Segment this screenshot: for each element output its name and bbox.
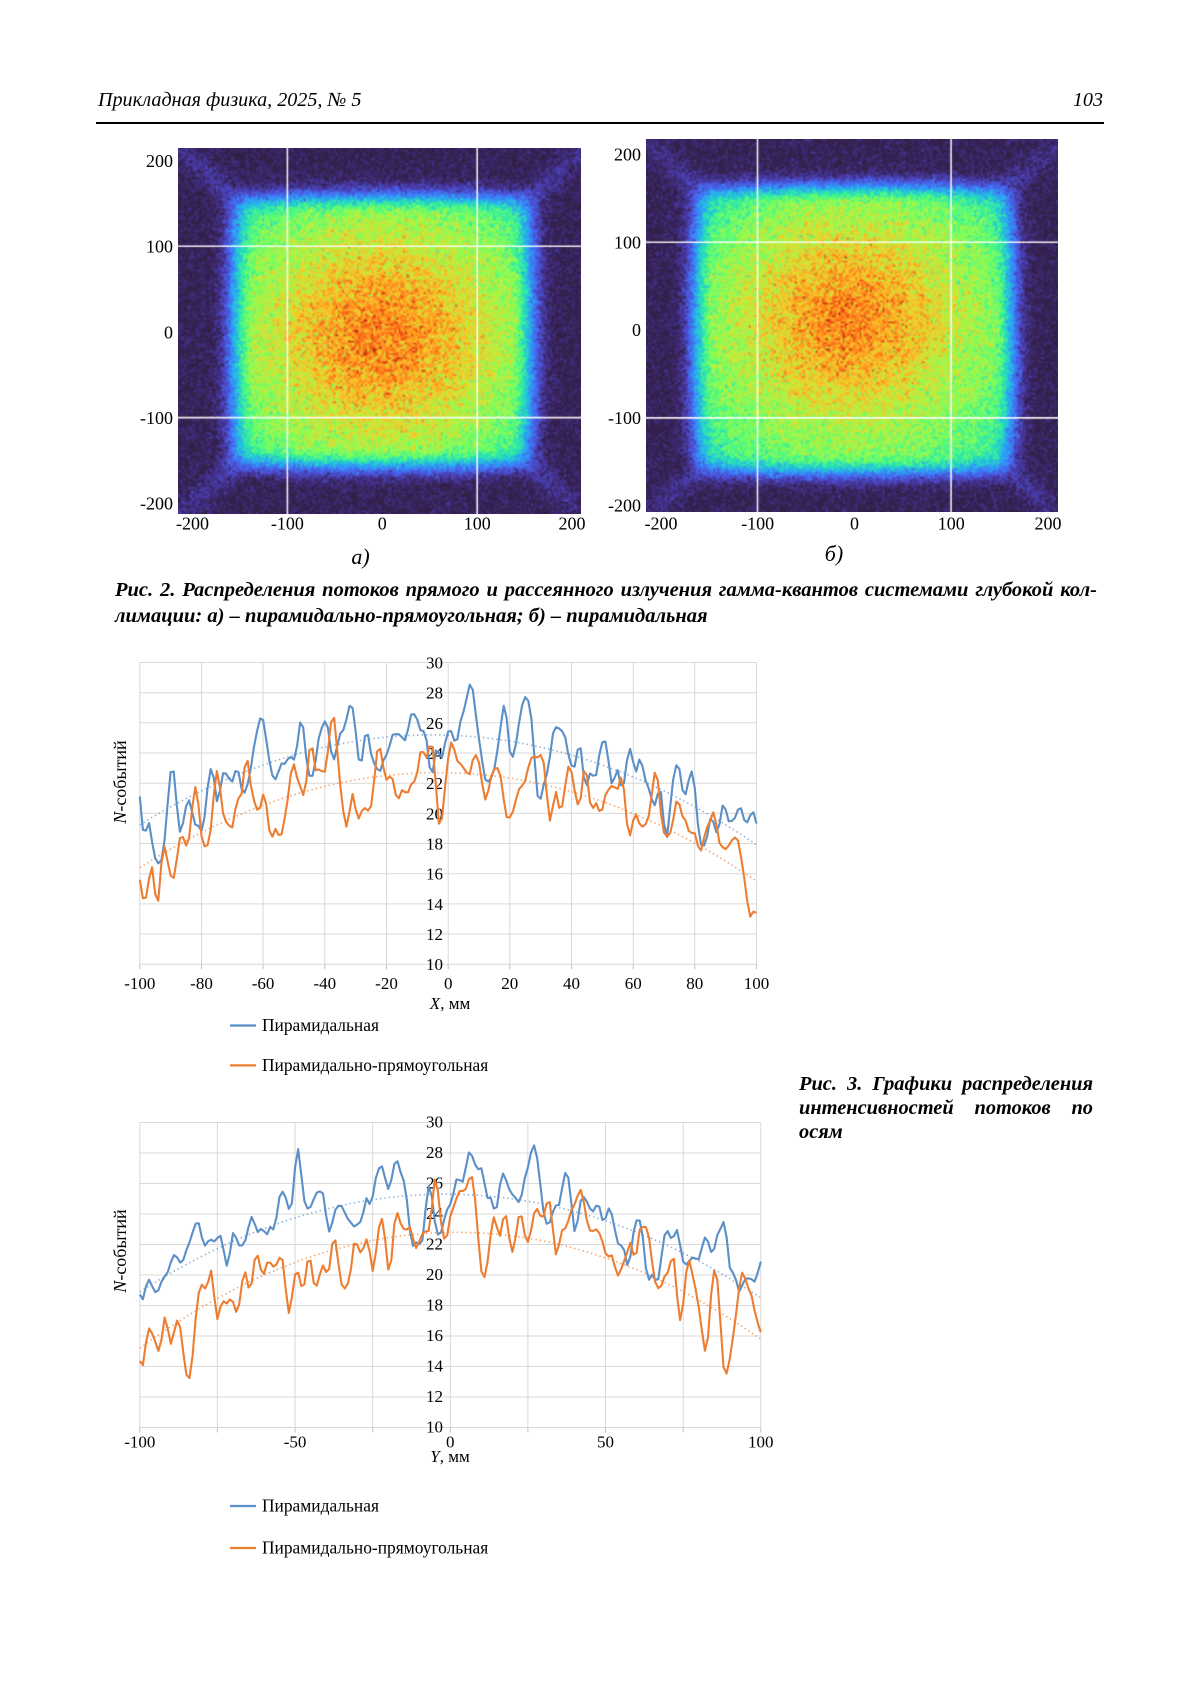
svg-text:60: 60 <box>625 974 642 993</box>
svg-text:N-событий: N-событий <box>110 1209 130 1294</box>
svg-text:-200: -200 <box>140 494 173 514</box>
svg-text:40: 40 <box>563 974 580 993</box>
svg-text:-100: -100 <box>271 514 304 534</box>
svg-text:12: 12 <box>426 1387 443 1406</box>
svg-text:22: 22 <box>426 774 443 793</box>
svg-text:-60: -60 <box>252 974 275 993</box>
svg-text:-50: -50 <box>284 1433 307 1452</box>
svg-text:0: 0 <box>164 322 173 342</box>
svg-text:28: 28 <box>426 1143 443 1162</box>
svg-text:16: 16 <box>426 865 443 884</box>
svg-text:0: 0 <box>446 1433 455 1452</box>
svg-text:Y, мм: Y, мм <box>430 1447 470 1466</box>
svg-text:100: 100 <box>146 237 173 257</box>
svg-text:100: 100 <box>464 514 491 534</box>
svg-text:20: 20 <box>426 1265 443 1284</box>
svg-text:30: 30 <box>426 1113 443 1132</box>
svg-text:-20: -20 <box>375 974 398 993</box>
svg-text:а): а) <box>351 544 369 569</box>
svg-text:Пирамидальная: Пирамидальная <box>262 1015 379 1035</box>
svg-text:-100: -100 <box>608 408 641 428</box>
svg-text:18: 18 <box>426 835 443 854</box>
svg-text:200: 200 <box>559 514 586 534</box>
svg-text:-200: -200 <box>608 496 641 516</box>
svg-text:-200: -200 <box>645 514 678 534</box>
svg-text:100: 100 <box>744 974 770 993</box>
svg-text:100: 100 <box>614 232 641 252</box>
svg-text:100: 100 <box>938 514 965 534</box>
svg-text:18: 18 <box>426 1296 443 1315</box>
svg-text:14: 14 <box>426 1357 444 1376</box>
svg-text:22: 22 <box>426 1235 443 1254</box>
svg-text:-80: -80 <box>190 974 213 993</box>
svg-text:10: 10 <box>426 955 443 974</box>
svg-text:200: 200 <box>146 151 173 171</box>
svg-text:-40: -40 <box>313 974 336 993</box>
svg-text:0: 0 <box>378 514 387 534</box>
svg-text:200: 200 <box>614 145 641 165</box>
svg-text:-100: -100 <box>140 408 173 428</box>
svg-text:26: 26 <box>426 714 443 733</box>
svg-text:0: 0 <box>444 974 453 993</box>
svg-text:20: 20 <box>501 974 518 993</box>
svg-text:Пирамидально-прямоугольная: Пирамидально-прямоугольная <box>262 1055 488 1075</box>
svg-text:0: 0 <box>850 514 859 534</box>
svg-text:-100: -100 <box>741 514 774 534</box>
svg-text:14: 14 <box>426 895 444 914</box>
svg-text:-100: -100 <box>124 974 155 993</box>
svg-text:10: 10 <box>426 1418 443 1437</box>
svg-text:28: 28 <box>426 684 443 703</box>
svg-text:200: 200 <box>1035 514 1062 534</box>
svg-text:-100: -100 <box>124 1433 155 1452</box>
svg-text:30: 30 <box>426 654 443 673</box>
svg-text:16: 16 <box>426 1326 443 1345</box>
svg-text:Пирамидально-прямоугольная: Пирамидально-прямоугольная <box>262 1538 488 1558</box>
svg-text:0: 0 <box>632 320 641 340</box>
svg-text:N-событий: N-событий <box>110 740 130 825</box>
svg-text:100: 100 <box>748 1433 774 1452</box>
svg-text:б): б) <box>825 541 843 566</box>
svg-text:80: 80 <box>686 974 703 993</box>
svg-text:Пирамидальная: Пирамидальная <box>262 1496 379 1516</box>
svg-text:12: 12 <box>426 925 443 944</box>
svg-text:X, мм: X, мм <box>429 994 471 1013</box>
svg-text:-200: -200 <box>176 514 209 534</box>
svg-text:50: 50 <box>597 1433 614 1452</box>
